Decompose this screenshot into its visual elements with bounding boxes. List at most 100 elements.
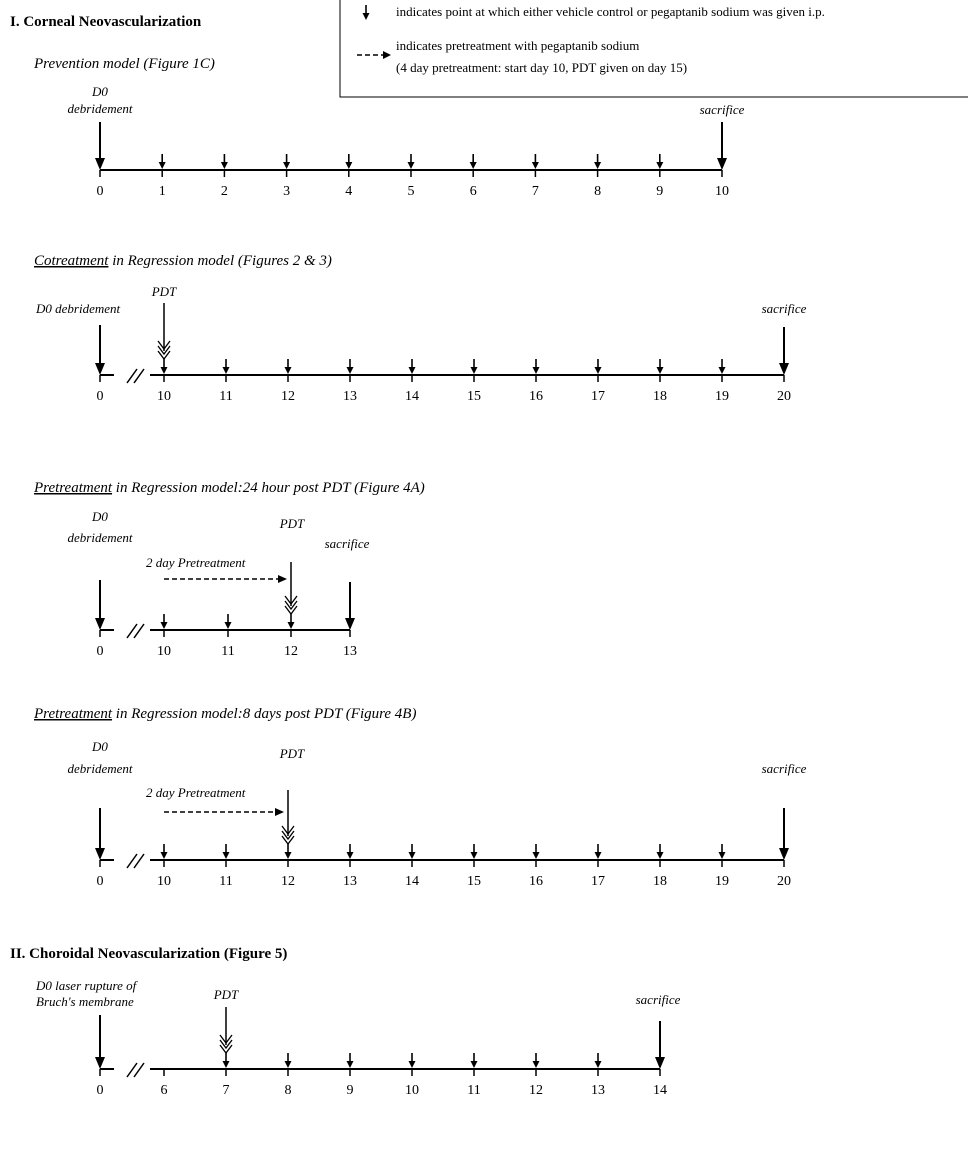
tick-label: 9: [347, 1083, 354, 1098]
tick-label: 15: [467, 874, 481, 889]
d0-label-sub: Bruch's membrane: [36, 994, 134, 1009]
pdt-label: PDT: [213, 987, 239, 1002]
d0-label: D0: [91, 509, 108, 524]
axis-break-icon: [126, 623, 145, 639]
dose-arrow-icon: [408, 844, 416, 859]
dose-arrow-icon: [469, 154, 477, 169]
sacrifice-label: sacrifice: [325, 536, 370, 551]
tick-label: 9: [656, 184, 663, 199]
timeline-axis: 0 10 11 12 13 14 15 16 17 18 19 20: [95, 303, 791, 404]
dose-arrow-icon: [158, 154, 166, 169]
tick-label: 10: [157, 644, 171, 659]
pdt-arrow-icon: [284, 562, 298, 616]
dose-arrow-icon: [718, 844, 726, 859]
pdt-label: PDT: [151, 284, 177, 299]
tick-label: 0: [97, 184, 104, 199]
dose-arrow-icon: [594, 359, 602, 374]
tick-label: 0: [97, 1083, 104, 1098]
dose-arrow-icon: [287, 614, 295, 629]
legend-small-arrow-text: indicates point at which either vehicle …: [396, 4, 825, 19]
debridement-arrow-icon: [95, 325, 105, 375]
tick-label: 13: [343, 644, 357, 659]
dose-arrow-icon: [470, 359, 478, 374]
pdt-arrow-icon: [219, 1007, 233, 1055]
axis-break-icon: [126, 368, 145, 384]
dose-arrow-icon: [160, 844, 168, 859]
d0-label: D0 laser rupture of: [35, 978, 139, 993]
sacrifice-arrow-icon: [779, 327, 789, 375]
sacrifice-label: sacrifice: [636, 992, 681, 1007]
d0-label-sub: debridement: [68, 761, 133, 776]
timeline-axis: 0 10 11 12 13: [95, 562, 357, 659]
tick-label: 15: [467, 389, 481, 404]
tick-label: 19: [715, 389, 729, 404]
dose-arrow-icon: [532, 844, 540, 859]
tick-label: 16: [529, 389, 543, 404]
timeline-axis: 0 10 11 12 13 14 15 16 17 18 19 20: [95, 790, 791, 889]
tick-label: 12: [529, 1083, 543, 1098]
dose-arrow-icon: [656, 844, 664, 859]
dose-arrow-icon: [594, 844, 602, 859]
timeline-pretreatment-8d: Pretreatment in Regression model:8 days …: [33, 706, 807, 889]
tick-label: 14: [405, 389, 419, 404]
dose-arrow-icon: [224, 614, 232, 629]
dose-arrow-icon: [222, 844, 230, 859]
title-underlined: Pretreatment: [33, 706, 113, 722]
tick-label: 10: [405, 1083, 419, 1098]
timeline-prevention: Prevention model (Figure 1C) D0 debridem…: [33, 56, 745, 199]
dose-arrow-icon: [346, 359, 354, 374]
tick-label: 20: [777, 874, 791, 889]
dose-arrow-icon: [656, 359, 664, 374]
tick-label: 0: [97, 874, 104, 889]
debridement-arrow-icon: [95, 580, 105, 630]
timeline-cotreatment: Cotreatment in Regression model (Figures…: [34, 253, 807, 404]
tick-label: 8: [285, 1083, 292, 1098]
sacrifice-label: sacrifice: [700, 102, 745, 117]
dose-arrow-icon: [594, 1053, 602, 1068]
debridement-arrow-icon: [95, 808, 105, 860]
dose-arrow-icon: [222, 359, 230, 374]
legend-small-arrow-icon: [362, 5, 370, 20]
dose-arrow-icon: [408, 359, 416, 374]
tick-label: 0: [97, 389, 104, 404]
pdt-label: PDT: [279, 516, 305, 531]
dose-arrow-icon: [718, 359, 726, 374]
tick-label: 8: [594, 184, 601, 199]
tick-label: 14: [653, 1083, 667, 1098]
pdt-label: PDT: [279, 746, 305, 761]
sacrifice-arrow-icon: [345, 582, 355, 630]
tick-label: 2: [221, 184, 228, 199]
timeline-title: Cotreatment in Regression model (Figures…: [34, 253, 332, 269]
timeline-title: Prevention model (Figure 1C): [33, 56, 215, 72]
dose-arrow-icon: [594, 154, 602, 169]
dose-arrow-icon: [284, 1053, 292, 1068]
title-rest: in Regression model (Figures 2 & 3): [108, 253, 331, 269]
tick-label: 12: [284, 644, 298, 659]
laser-rupture-arrow-icon: [95, 1015, 105, 1069]
debridement-arrow-icon: [95, 122, 105, 170]
tick-label: 6: [161, 1083, 168, 1098]
timeline-axis: 0 6 7 8 9 10 11 12 13 14: [95, 1007, 667, 1098]
dose-arrow-icon: [284, 844, 292, 859]
tick-label: 17: [591, 874, 605, 889]
pdt-arrow-icon: [281, 790, 295, 846]
sacrifice-arrow-icon: [655, 1021, 665, 1069]
dose-arrow-icon: [220, 154, 228, 169]
d0-label: D0: [91, 84, 108, 99]
tick-label: 3: [283, 184, 290, 199]
dose-arrow-icon: [346, 844, 354, 859]
axis-break-icon: [126, 1062, 145, 1078]
sacrifice-arrow-icon: [717, 122, 727, 170]
dose-arrow-icon: [470, 844, 478, 859]
pdt-arrow-icon: [157, 303, 171, 361]
sacrifice-arrow-icon: [779, 808, 789, 860]
dose-arrow-icon: [345, 154, 353, 169]
tick-label: 17: [591, 389, 605, 404]
tick-label: 11: [221, 644, 234, 659]
dose-arrow-icon: [160, 359, 168, 374]
tick-label: 0: [97, 644, 104, 659]
tick-label: 1: [159, 184, 166, 199]
tick-label: 10: [715, 184, 729, 199]
timeline-choroidal: D0 laser rupture of Bruch's membrane PDT…: [35, 978, 681, 1098]
tick-label: 12: [281, 389, 295, 404]
